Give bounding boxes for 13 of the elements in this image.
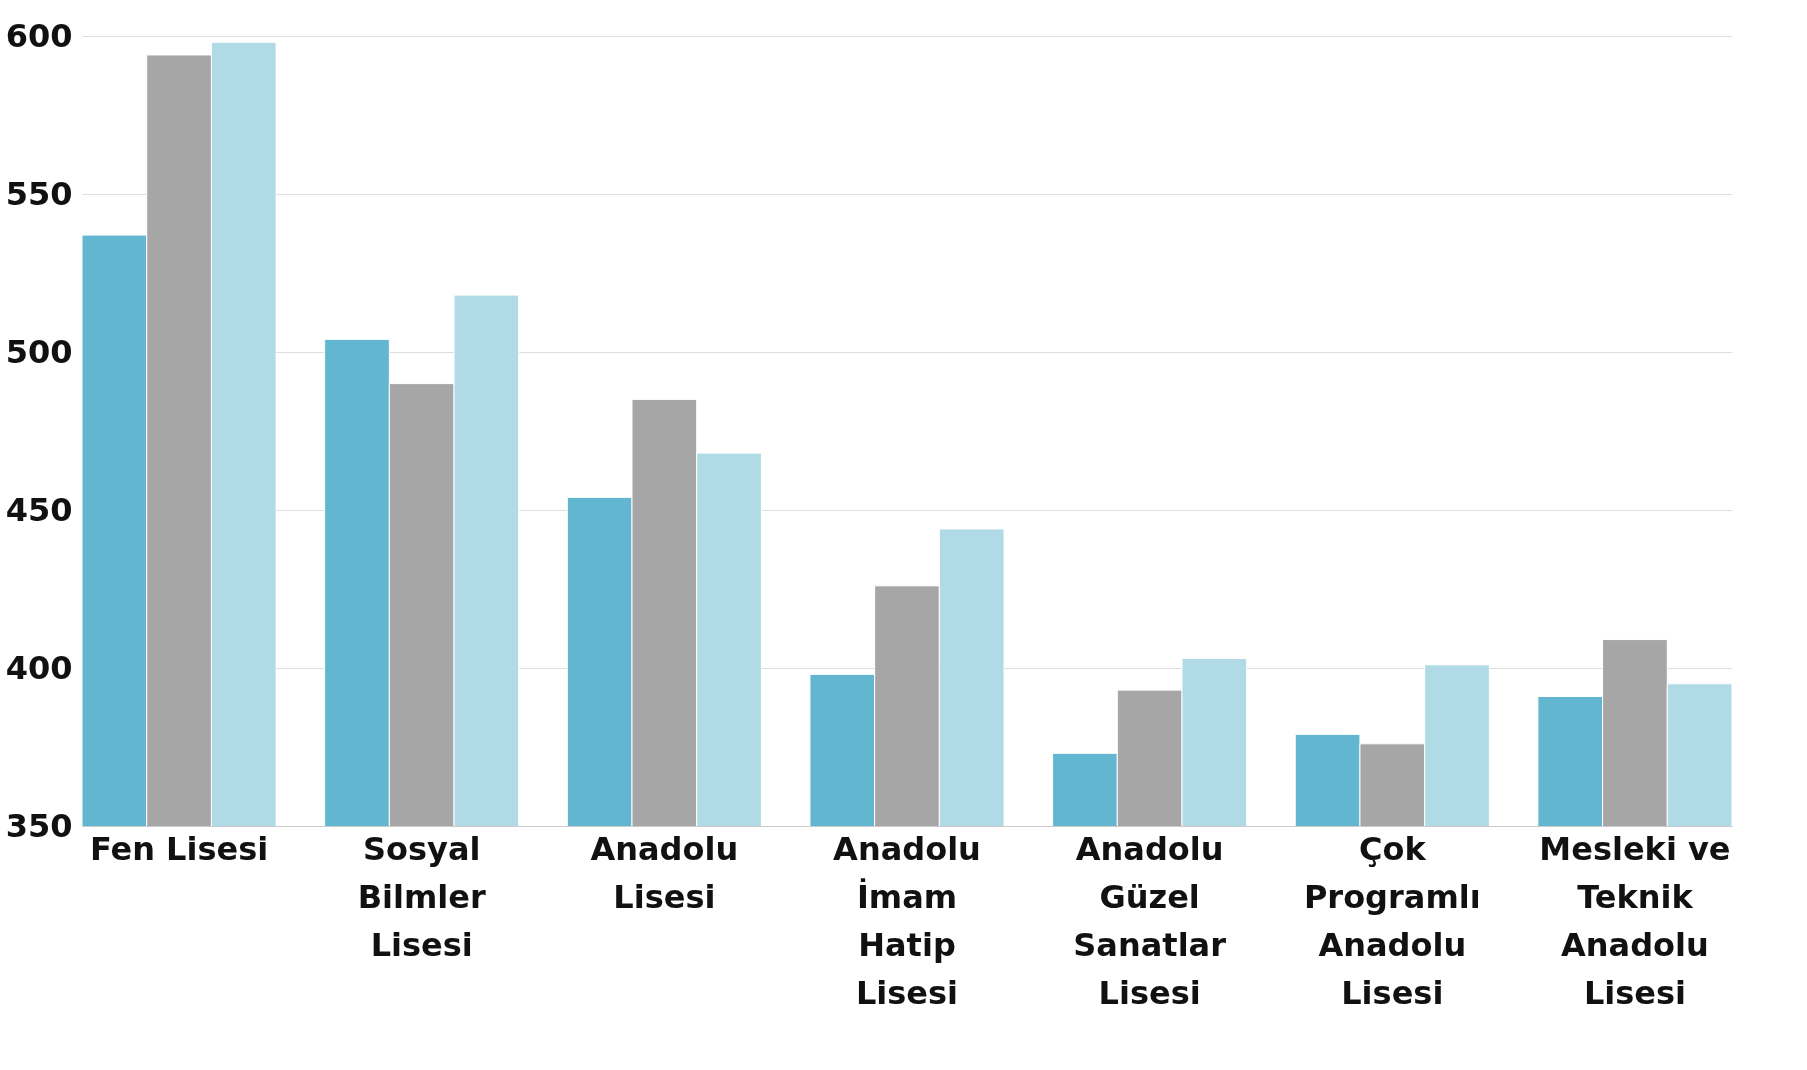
- y-tick-label: 400: [5, 648, 73, 687]
- y-tick-label: 600: [5, 16, 73, 55]
- x-tick-label: Anadolu Güzel Sanatlar Lisesi: [1073, 829, 1227, 1012]
- y-tick-label: 500: [5, 332, 73, 371]
- x-tick-label: Fen Lisesi: [89, 829, 269, 868]
- y-tick-label: 450: [5, 490, 73, 529]
- x-tick-label: Sosyal Bilmler Lisesi: [357, 829, 486, 964]
- x-tick-label: Anadolu İmam Hatip Lisesi: [833, 829, 981, 1012]
- x-tick-label: Anadolu Lisesi: [590, 829, 739, 916]
- y-tick-label: 550: [5, 174, 73, 213]
- y-tick-label: 350: [5, 806, 73, 845]
- x-tick-label: Çok Programlı Anadolu Lisesi: [1303, 829, 1481, 1012]
- x-tick-label: Mesleki ve Teknik Anadolu Lisesi: [1539, 829, 1731, 1012]
